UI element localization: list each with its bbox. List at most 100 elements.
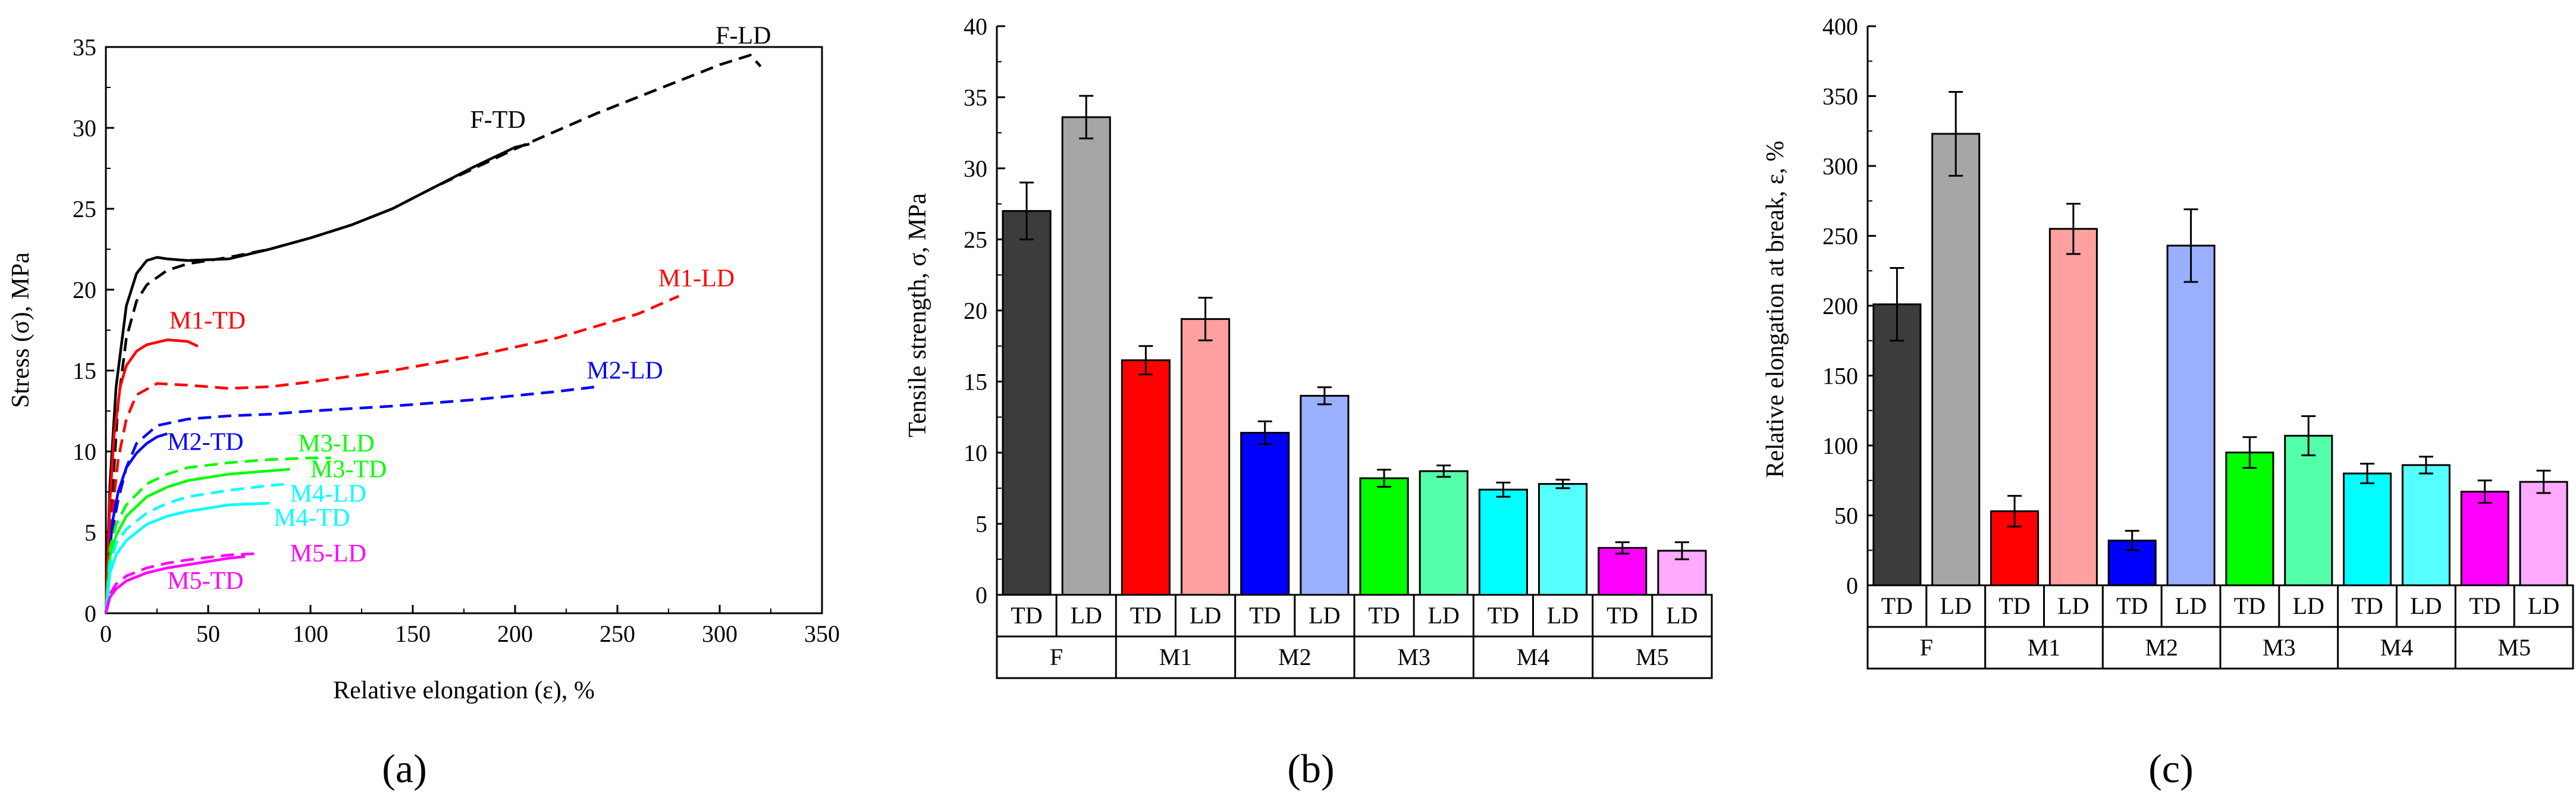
group-label-m2: M2 [2145,634,2178,661]
group-label-m2: M2 [1278,644,1311,670]
bar-m4-td [2343,472,2392,586]
curve-label-m3-ld: M3-LD [298,430,374,457]
curve-m2-td [104,432,168,614]
x-tick-label: 200 [497,620,533,647]
bar-m3-ld [1419,470,1469,596]
group-label-f: F [1050,644,1063,670]
y-tick-label: 100 [1822,432,1858,459]
curve-m1-td [104,338,199,614]
panel-label-a: (a) [382,746,426,791]
y-tick-label: 150 [1822,363,1858,390]
bar-chart-panel-c: 0 50 100 150 200 250 300 350 400 TD LD TD LD TD LD TD LD… [1762,13,2574,791]
category-label-ld: LD [1071,602,1102,629]
group-label-f: F [1920,634,1933,661]
curve-m2-ld [104,385,597,614]
bars-c: 0 50 100 150 200 250 300 350 400 TD LD TD LD TD LD TD LD… [1822,13,2574,670]
y-tick-label: 40 [964,13,987,40]
y-tick-label: 20 [73,277,96,303]
y-tick-label: 10 [964,440,987,466]
y-tick-label: 50 [1834,503,1858,529]
category-label-td: TD [1249,602,1281,629]
curve-f-ld [104,54,762,614]
category-label-ld: LD [1666,602,1698,629]
bar-chart-panel-b: 0 5 10 15 20 25 30 35 40 TD LD TD LD TD LD TD LD TD LD TD LD… [904,13,1713,791]
bar-f-td [1872,303,1922,586]
curve-label-m5-ld: M5-LD [290,540,366,567]
x-tick-label: 250 [600,620,635,647]
curve-m5-ld [104,552,260,614]
panel-label-c: (c) [2148,746,2193,791]
curve-f-td [104,143,530,614]
y-tick-label: 300 [1822,153,1858,180]
group-label-m4: M4 [2380,634,2414,661]
curve-label-m5-td: M5-TD [167,567,243,595]
curve-label-m1-td: M1-TD [170,307,246,334]
x-tick-label: 50 [196,620,220,647]
y-tick-label: 25 [964,227,987,253]
bar-m1-td [1121,359,1171,596]
bar-m2-ld [1300,394,1350,596]
y-tick-label: 25 [73,196,96,222]
category-label-ld: LD [1547,602,1579,629]
group-label-m1: M1 [1159,644,1193,670]
category-label-ld: LD [1940,592,1972,619]
bar-f-ld [1931,133,1981,586]
bar-m2-ld [2166,244,2216,586]
bar-m2-td [1240,432,1290,596]
x-tick-label: 300 [702,620,738,647]
bar-m3-ld [2284,435,2333,586]
curve-m3-ld [104,456,331,614]
category-label-td: TD [1368,602,1400,629]
curves-a [104,54,762,614]
category-label-ld: LD [2410,592,2442,619]
curve-m5-td [104,555,246,614]
y-tick-label: 30 [73,115,96,142]
bar-m3-td [1359,477,1409,596]
group-label-m1: M1 [2028,634,2061,661]
y-tick-label: 5 [975,511,987,538]
bars-b: 0 5 10 15 20 25 30 35 40 TD LD TD LD TD LD TD LD TD LD TD LD… [964,13,1713,679]
bar-f-td [1002,210,1052,596]
category-label-ld: LD [2175,592,2207,619]
y-tick-label: 400 [1822,13,1858,40]
y-tick-label: 35 [73,34,96,61]
line-chart-panel-a: 0 50 100 150 200 250 300 350 0 5 10 15 20 25 30 35 F-LD… [7,23,840,791]
curve-label-m2-td: M2-TD [167,428,243,456]
y-tick-label: 0 [84,600,96,627]
group-label-m4: M4 [1517,644,1550,670]
curve-m4-td [104,501,270,614]
curve-m4-ld [104,482,290,614]
y-tick-label: 5 [84,519,96,546]
curve-label-m4-ld: M4-LD [290,480,366,507]
category-label-td: TD [1130,602,1162,629]
category-label-td: TD [1881,592,1913,619]
y-tick-label: 0 [975,582,987,608]
y-tick-label: 30 [964,155,987,182]
category-label-td: TD [1607,602,1638,629]
y-tick-label: 10 [73,438,96,465]
group-label-m3: M3 [1397,644,1430,670]
bar-m1-ld [1181,318,1231,596]
category-label-td: TD [2234,592,2266,619]
category-label-td: TD [1488,602,1519,629]
category-label-ld: LD [1428,602,1460,629]
category-label-ld: LD [2293,592,2324,619]
bar-m1-ld [2048,228,2098,586]
bar-m3-td [2225,451,2274,586]
curve-label-f-ld: F-LD [716,23,771,50]
bar-m4-td [1478,488,1528,596]
bar-m5-td [1598,547,1648,596]
group-label-m3: M3 [2263,634,2296,661]
y-axis-label-c: Relative elongation at break, ε, % [1762,141,1789,478]
curve-m1-ld [104,294,680,614]
bar-m5-ld [2519,481,2568,586]
x-tick-label: 0 [100,620,112,647]
y-tick-label: 250 [1822,223,1858,250]
bar-m5-td [2460,491,2509,586]
panel-label-b: (b) [1287,746,1334,791]
curve-label-f-td: F-TD [470,106,525,134]
category-label-ld: LD [2057,592,2089,619]
y-tick-label: 15 [73,357,96,384]
